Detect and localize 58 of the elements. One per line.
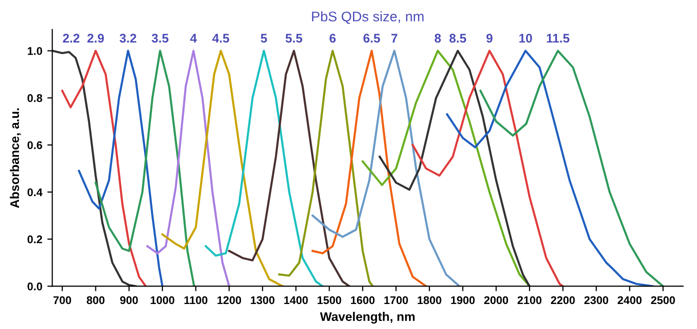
x-tick-label: 1400 [284,296,308,304]
x-tick-label: 800 [86,296,104,304]
x-tick-label: 2400 [618,296,642,304]
line-series [204,50,324,286]
x-tick-label: 1800 [418,296,442,304]
x-tick-label: 2100 [518,296,542,304]
series-label: 5.5 [286,34,302,43]
series-label: 3.5 [152,34,168,43]
x-tick-label: 1600 [351,296,375,304]
x-tick-label: 700 [53,296,72,304]
x-tick-label: 900 [120,296,138,304]
line-series [94,50,196,286]
x-tick-label: 2200 [550,296,575,304]
series-label: 11.5 [546,34,570,43]
line-series [78,50,164,286]
chart-title: PbS QDs size, nm [312,11,424,24]
line-series [312,50,428,286]
line-series [161,50,284,286]
series-label: 2.9 [87,34,104,43]
y-tick-label: 0.6 [28,141,42,150]
series-label: 10 [519,34,532,43]
x-tick-label: 1300 [250,296,274,304]
y-tick-label: 0.4 [28,188,42,196]
x-tick-label: 1100 [184,296,208,304]
series-label: 9 [486,34,492,43]
series-label: 6 [330,34,336,43]
series-label: 4 [190,34,197,43]
series-label: 6.5 [363,34,380,43]
x-tick-label: 2000 [484,296,508,304]
line-series [61,50,147,286]
x-axis-title: Wavelength, nm [320,312,415,324]
y-axis-title: Absorbance, a.u. [10,108,21,208]
line-series [52,50,137,286]
y-tick-label: 0.0 [28,282,42,290]
series-label: 2.2 [62,34,80,43]
series-label: 4.5 [212,34,230,43]
x-tick-label: 2300 [584,296,608,304]
x-tick-label: 1700 [384,296,408,304]
line-series [312,50,460,286]
x-tick-label: 1500 [318,296,342,304]
x-tick-label: 1000 [150,296,174,304]
series-label: 3.2 [120,34,136,43]
series-label: 8.5 [449,34,466,43]
y-tick-label: 0.2 [28,235,42,244]
x-tick-label: 2500 [651,296,675,304]
series-label: 8 [434,34,441,43]
series-label: 7 [391,34,398,43]
x-tick-label: 1200 [218,296,242,304]
line-series [146,50,230,286]
line-series [446,50,654,286]
y-tick-label: 0.8 [28,94,42,102]
line-series [479,50,664,286]
series-label: 5 [260,34,267,43]
x-tick-label: 1900 [451,296,475,304]
line-series [412,50,564,286]
y-tick-label: 1.0 [28,47,42,55]
line-series [278,50,374,286]
line-series [228,50,350,286]
